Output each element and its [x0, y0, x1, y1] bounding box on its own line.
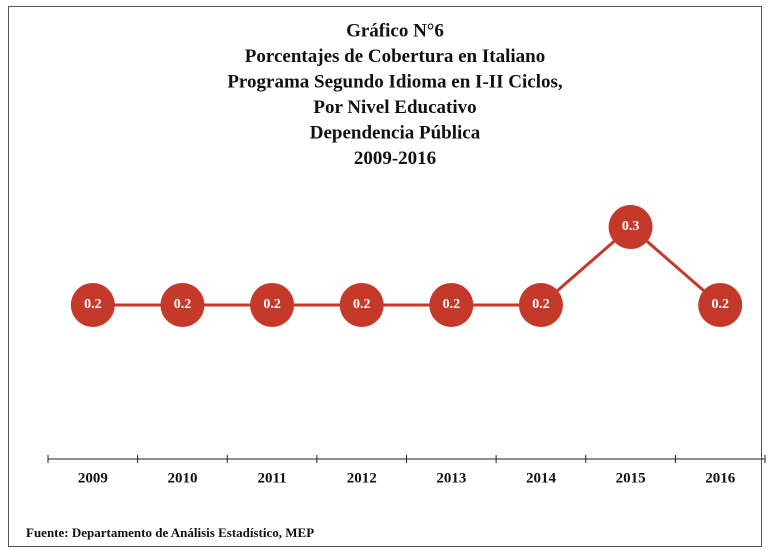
marker [518, 283, 563, 327]
chart-title: Gráfico N°6 [346, 20, 444, 41]
x-tick-label: 2009 [78, 470, 108, 486]
data-label: 0.2 [711, 297, 729, 312]
marker [250, 283, 295, 327]
marker [608, 205, 653, 249]
x-tick-label: 2012 [347, 470, 377, 486]
data-label: 0.3 [622, 219, 640, 234]
chart-title: Dependencia Pública [310, 122, 481, 143]
data-label: 0.2 [174, 297, 192, 312]
chart-title: 2009-2016 [354, 148, 436, 169]
data-label: 0.2 [443, 297, 461, 312]
chart-frame [8, 6, 762, 547]
x-tick-label: 2016 [705, 470, 736, 486]
marker [339, 283, 384, 327]
x-tick-label: 2010 [167, 470, 197, 486]
x-tick-label: 2015 [616, 470, 646, 486]
marker [698, 283, 743, 327]
marker [160, 283, 205, 327]
chart-title: Programa Segundo Idioma en I-II Ciclos, [227, 71, 563, 92]
data-label: 0.2 [532, 297, 550, 312]
source: Fuente: Departamento de Análisis Estadís… [26, 525, 314, 540]
data-label: 0.2 [353, 297, 371, 312]
chart-title: Porcentajes de Cobertura en Italiano [245, 46, 545, 67]
data-label: 0.2 [84, 297, 102, 312]
marker [429, 283, 474, 327]
chart-title: Por Nivel Educativo [313, 97, 476, 118]
x-tick-label: 2014 [526, 470, 557, 486]
data-label: 0.2 [263, 297, 281, 312]
x-tick-label: 2011 [257, 470, 286, 486]
x-tick-label: 2013 [436, 470, 466, 486]
marker [70, 283, 115, 327]
